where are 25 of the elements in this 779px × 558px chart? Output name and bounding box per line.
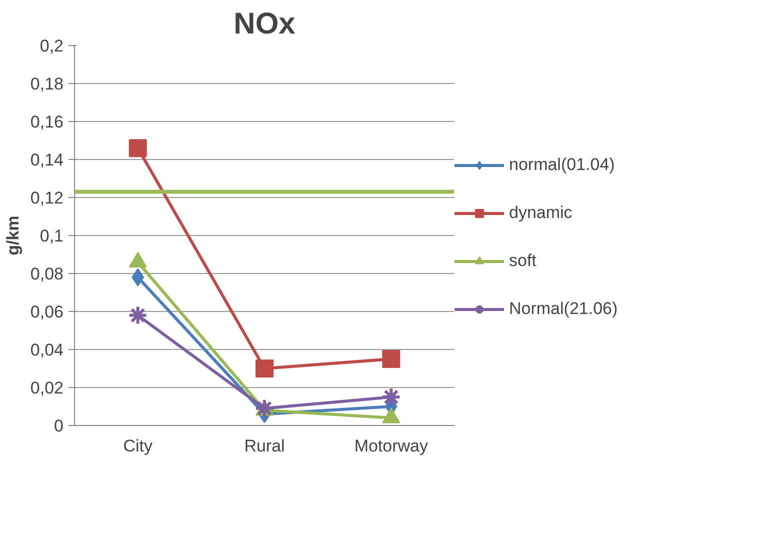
legend-label: soft xyxy=(509,250,536,271)
y-tick-label: 0,06 xyxy=(30,302,64,322)
y-axis-title: g/km xyxy=(3,216,22,256)
point xyxy=(256,360,274,378)
x-tick-label: Motorway xyxy=(354,436,429,456)
legend-label: dynamic xyxy=(509,202,572,223)
y-tick-label: 0 xyxy=(54,416,64,436)
legend-label: Normal(21.06) xyxy=(509,298,618,319)
legend-label: normal(01.04) xyxy=(509,154,615,175)
point xyxy=(128,305,148,326)
y-tick-label: 0,16 xyxy=(30,112,64,132)
y-tick-label: 0,18 xyxy=(30,74,64,94)
point xyxy=(128,139,147,158)
y-tick-label: 0,2 xyxy=(40,36,64,56)
point xyxy=(381,387,402,407)
y-tick-label: 0,14 xyxy=(30,150,64,170)
chart-title: NOx xyxy=(234,8,296,40)
y-tick-label: 0,02 xyxy=(30,378,64,398)
x-tick-label: City xyxy=(123,436,153,456)
y-tick-label: 0,1 xyxy=(40,226,64,246)
y-tick-label: 0,08 xyxy=(30,264,64,284)
y-tick-label: 0,12 xyxy=(30,188,64,208)
x-tick-label: Rural xyxy=(244,436,285,456)
point xyxy=(382,350,400,368)
y-tick-label: 0,04 xyxy=(30,340,64,360)
